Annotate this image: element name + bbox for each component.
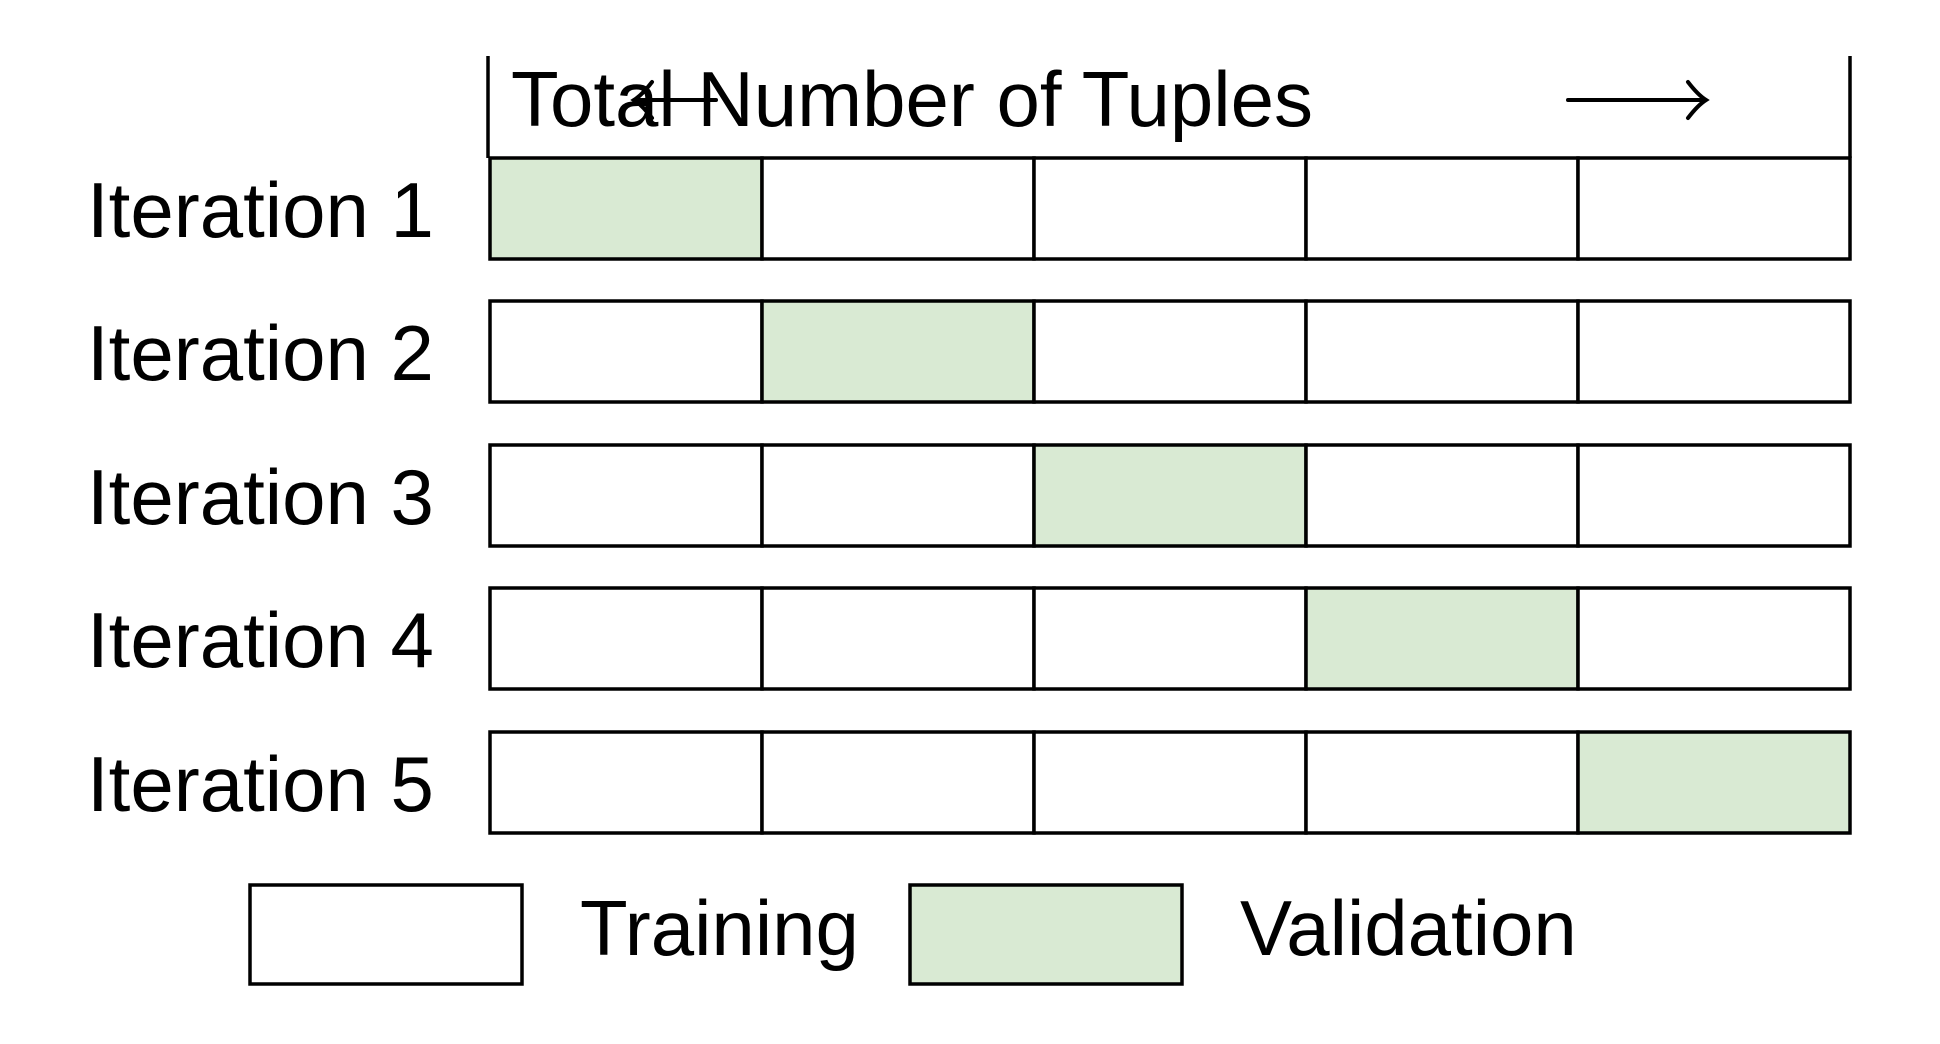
iteration-label: Iteration 3 [87, 453, 434, 541]
legend-training-swatch [248, 883, 524, 986]
training-fold-cell [1576, 156, 1852, 261]
training-fold-cell [1032, 156, 1308, 261]
right-arrow-icon [1566, 80, 1710, 120]
training-fold-cell [1032, 586, 1308, 691]
iteration-label: Iteration 4 [87, 596, 434, 684]
training-fold-cell [1304, 156, 1580, 261]
validation-fold-cell [760, 299, 1036, 404]
training-fold-cell [1304, 730, 1580, 835]
iteration-row: Iteration 2 [87, 299, 1852, 404]
iteration-rows: Iteration 1 Iteration 2 Iteration 3 Iterati… [87, 156, 1852, 835]
training-fold-cell [1032, 299, 1308, 404]
legend-validation-label: Validation [1240, 884, 1577, 972]
training-fold-cell [760, 586, 1036, 691]
training-fold-cell [760, 443, 1036, 548]
training-fold-cell [1304, 443, 1580, 548]
training-fold-cell [760, 156, 1036, 261]
iteration-label: Iteration 5 [87, 740, 434, 828]
legend-training-label: Training [580, 884, 859, 972]
validation-fold-cell [1576, 730, 1852, 835]
training-fold-cell [1576, 443, 1852, 548]
iteration-row: Iteration 5 [87, 730, 1852, 835]
iteration-row: Iteration 3 [87, 443, 1852, 548]
training-fold-cell [488, 586, 764, 691]
training-fold-cell [1576, 299, 1852, 404]
training-fold-cell [760, 730, 1036, 835]
legend: Training Validation [248, 883, 1577, 986]
validation-fold-cell [1304, 586, 1580, 691]
iteration-row: Iteration 4 [87, 586, 1852, 691]
header-title: Total Number of Tuples [511, 55, 1313, 143]
validation-fold-cell [1032, 443, 1308, 548]
iteration-row: Iteration 1 [87, 156, 1852, 261]
training-fold-cell [488, 299, 764, 404]
validation-fold-cell [488, 156, 764, 261]
training-fold-cell [488, 730, 764, 835]
training-fold-cell [488, 443, 764, 548]
iteration-label: Iteration 1 [87, 166, 434, 254]
training-fold-cell [1032, 730, 1308, 835]
training-fold-cell [1576, 586, 1852, 691]
legend-validation-swatch [908, 883, 1184, 986]
iteration-label: Iteration 2 [87, 309, 434, 397]
training-fold-cell [1304, 299, 1580, 404]
left-arrow-icon [630, 80, 718, 120]
